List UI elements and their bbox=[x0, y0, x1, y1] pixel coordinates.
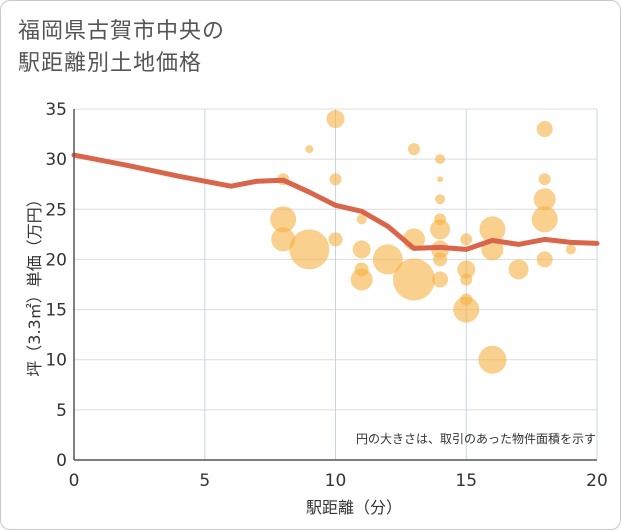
data-bubble bbox=[433, 252, 448, 267]
data-bubble bbox=[430, 219, 451, 240]
grid-lines bbox=[74, 108, 598, 460]
y-tick-label: 10 bbox=[45, 351, 67, 371]
data-bubble bbox=[407, 143, 420, 156]
data-bubble bbox=[453, 296, 480, 323]
data-bubble bbox=[305, 145, 314, 154]
data-bubble bbox=[508, 259, 529, 280]
y-axis-label: 坪（3.3㎡）単価（万円） bbox=[25, 191, 44, 376]
data-bubble bbox=[326, 110, 345, 129]
axes bbox=[73, 109, 597, 461]
x-tick-label: 10 bbox=[325, 471, 347, 491]
y-tick-label: 30 bbox=[45, 150, 67, 170]
data-bubble bbox=[460, 273, 473, 286]
data-bubble bbox=[435, 194, 446, 205]
data-bubble bbox=[372, 244, 403, 275]
chart-title-line-1: 福岡県古賀市中央の bbox=[18, 19, 226, 44]
data-bubble bbox=[533, 188, 556, 211]
data-bubble bbox=[460, 233, 473, 246]
y-tick-label: 25 bbox=[45, 200, 67, 220]
x-tick-label: 15 bbox=[455, 471, 477, 491]
data-bubble bbox=[352, 240, 371, 259]
x-tick-label: 0 bbox=[69, 471, 80, 491]
data-bubble bbox=[270, 206, 297, 233]
data-bubble bbox=[392, 258, 435, 301]
data-bubble bbox=[531, 206, 558, 233]
x-tick-label: 5 bbox=[199, 471, 210, 491]
data-bubble bbox=[479, 216, 506, 243]
trend-line bbox=[71, 152, 600, 252]
x-tick-label: 20 bbox=[586, 471, 608, 491]
data-bubble bbox=[289, 229, 330, 270]
chart-title: 福岡県古賀市中央の 駅距離別土地価格 bbox=[18, 16, 225, 80]
data-bubble bbox=[329, 173, 342, 186]
y-tick-label: 35 bbox=[45, 100, 67, 120]
data-bubble bbox=[536, 121, 553, 138]
data-bubble bbox=[437, 176, 444, 183]
data-bubble bbox=[271, 227, 296, 252]
data-bubble bbox=[350, 268, 373, 291]
chart-title-line-2: 駅距離別土地価格 bbox=[18, 51, 203, 76]
data-bubble bbox=[356, 214, 367, 225]
data-bubble bbox=[478, 345, 507, 374]
data-bubble bbox=[538, 173, 551, 186]
data-bubble bbox=[536, 251, 553, 268]
data-bubble bbox=[432, 271, 449, 288]
data-bubble bbox=[565, 244, 576, 255]
y-tick-label: 15 bbox=[45, 301, 67, 321]
bubble-size-note: 円の大きさは、取引のあった物件面積を示す bbox=[356, 431, 596, 446]
data-bubble bbox=[328, 232, 343, 247]
trend-line-group bbox=[71, 152, 600, 252]
y-tick-label: 5 bbox=[56, 401, 67, 421]
y-tick-label: 0 bbox=[56, 451, 67, 471]
data-bubble bbox=[457, 260, 476, 279]
tick-labels: 0 5 10 15 20 25 30 35 0 5 10 15 20 bbox=[45, 100, 607, 491]
data-bubble bbox=[435, 154, 446, 165]
x-axis-label: 駅距離（分） bbox=[306, 498, 402, 517]
y-tick-label: 20 bbox=[45, 250, 67, 270]
